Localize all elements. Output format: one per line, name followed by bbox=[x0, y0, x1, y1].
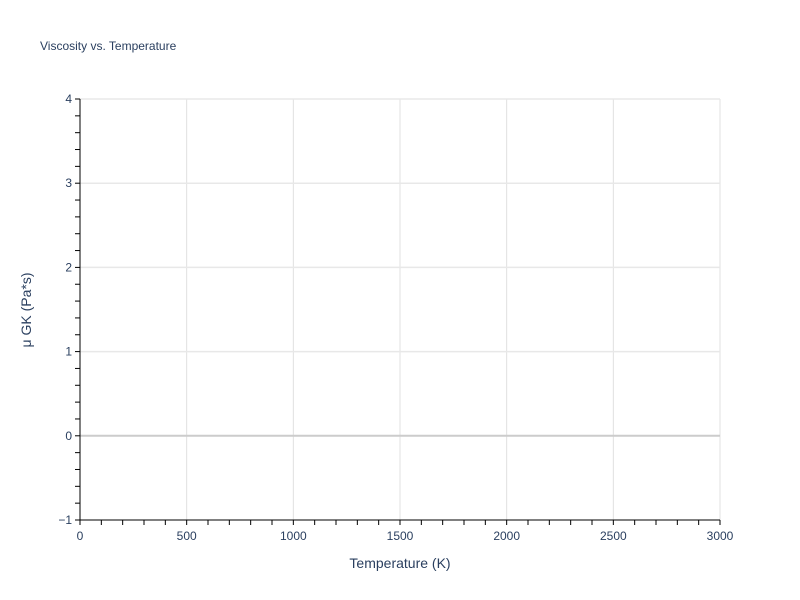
y-axis-title: μ GK (Pa*s) bbox=[18, 273, 34, 348]
y-tick-label: 0 bbox=[65, 429, 72, 443]
y-tick-label: 3 bbox=[65, 176, 72, 190]
x-tick-label: 0 bbox=[77, 529, 84, 543]
grid bbox=[80, 98, 721, 520]
x-tick-label: 1500 bbox=[387, 529, 414, 543]
axes bbox=[75, 98, 721, 525]
y-tick-label: 2 bbox=[65, 260, 72, 274]
x-tick-label: 500 bbox=[177, 529, 197, 543]
chart-title: Viscosity vs. Temperature bbox=[40, 39, 177, 53]
x-tick-label: 1000 bbox=[280, 529, 307, 543]
x-tick-label: 2000 bbox=[493, 529, 520, 543]
y-tick-label: 1 bbox=[65, 345, 72, 359]
x-tick-label: 3000 bbox=[707, 529, 734, 543]
x-axis-title: Temperature (K) bbox=[349, 555, 450, 571]
y-tick-label: −1 bbox=[58, 513, 72, 527]
x-tick-label: 2500 bbox=[600, 529, 627, 543]
tick-labels: 0 500 1000 1500 2000 2500 3000 −1 0 1 2 3 4 bbox=[58, 92, 733, 543]
y-tick-label: 4 bbox=[65, 92, 72, 106]
